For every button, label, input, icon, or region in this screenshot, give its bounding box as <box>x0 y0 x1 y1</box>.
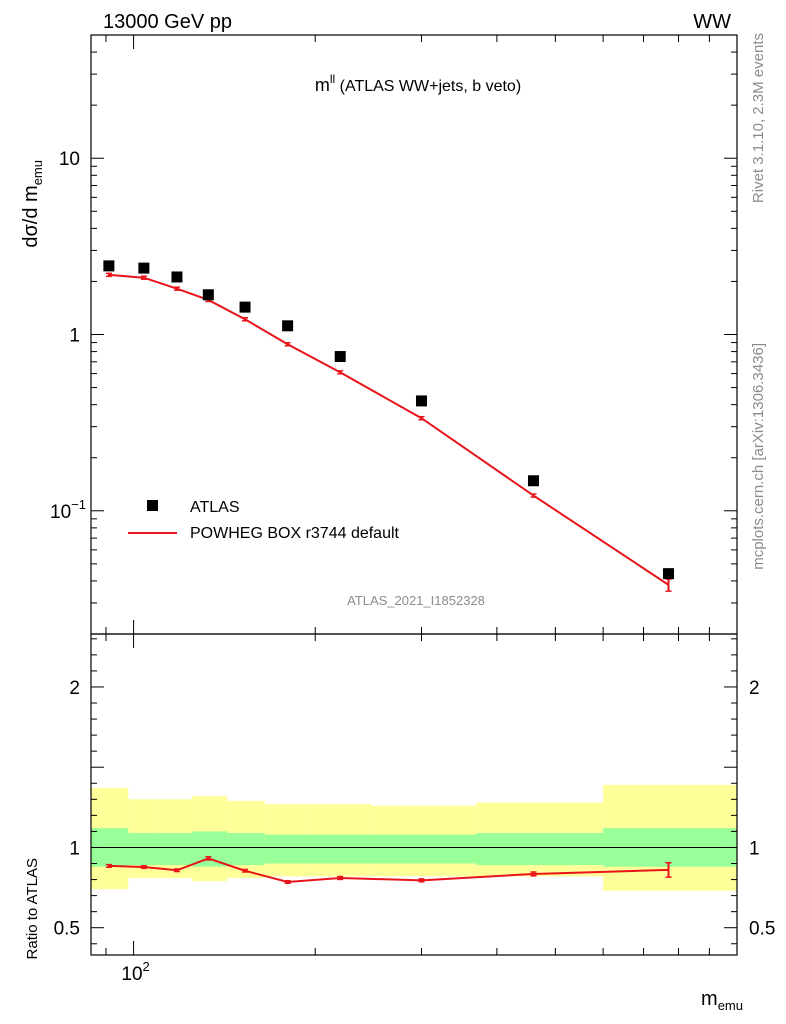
ratio-mc-line <box>108 857 669 883</box>
atlas-data-point <box>138 262 150 274</box>
atlas-data-point <box>663 568 675 580</box>
main-title-rest: (ATLAS WW+jets, b veto) <box>335 78 521 95</box>
main-title-base: m <box>315 75 330 95</box>
main-title-sup: ll <box>330 72 335 86</box>
atlas-data-point <box>415 395 427 407</box>
atlas-data-point <box>171 271 183 283</box>
main-ytick-label: 1 <box>69 326 80 347</box>
main-series-layer <box>103 260 675 592</box>
ratio-band-inner <box>264 834 309 864</box>
ratio-xtick-label-sup: 2 <box>143 959 150 974</box>
ratio-band-inner <box>158 833 193 866</box>
ratio-xtick-label: 102 <box>121 959 149 985</box>
xlabel: memu <box>701 988 743 1013</box>
ratio-band-inner <box>308 834 372 864</box>
ratio-frame <box>90 633 738 956</box>
legend-data-marker <box>147 500 158 511</box>
atlas-data-point <box>334 351 346 363</box>
main-ylabel: dσ/d memu <box>20 160 45 248</box>
atlas-data-point <box>239 301 251 313</box>
legend-data-label: ATLAS <box>190 499 240 516</box>
ratio-xtick-label-base: 10 <box>121 964 142 985</box>
main-ytick-label-sup: −1 <box>71 497 86 512</box>
ratio-band-inner <box>371 834 477 864</box>
main-ytick-label-base: 10 <box>50 502 71 523</box>
ratio-ytick-label-right: 0.5 <box>749 919 775 940</box>
ratio-ylabel: Ratio to ATLAS <box>24 858 41 959</box>
main-ytick-label-base: 10 <box>59 149 80 170</box>
main-ytick-label: 10−1 <box>50 497 86 523</box>
main-plot-title: mll (ATLAS WW+jets, b veto) <box>315 72 521 95</box>
ratio-band-inner <box>476 833 604 866</box>
mcplots-label: mcplots.cern.ch [arXiv:1306.3436] <box>750 343 767 570</box>
ratio-ytick-label-left: 1 <box>69 838 80 859</box>
header-left-title: 13000 GeV pp <box>103 11 232 33</box>
analysis-tag: ATLAS_2021_I1852328 <box>347 593 485 608</box>
legend: ATLAS POWHEG BOX r3744 default <box>128 499 400 542</box>
atlas-data-point <box>282 320 294 332</box>
mc-prediction-line <box>108 273 670 586</box>
ratio-ytick-label-right: 1 <box>749 838 760 859</box>
main-ylabel-base: dσ/d m <box>20 185 42 247</box>
ratio-band-inner <box>128 833 159 866</box>
main-ytick-label: 10 <box>59 149 80 170</box>
atlas-data-point <box>528 475 540 487</box>
ratio-band-inner <box>192 831 228 867</box>
ratio-ytick-label-right: 2 <box>749 678 760 699</box>
main-ytick-label-base: 1 <box>69 326 80 347</box>
ratio-band-inner <box>227 833 265 866</box>
ratio-ytick-label-left: 0.5 <box>54 919 80 940</box>
atlas-data-point <box>202 289 214 301</box>
xlabel-base: m <box>701 988 718 1010</box>
rivet-version-label: Rivet 3.1.10, 2.3M events <box>750 33 767 203</box>
ratio-series-layer <box>91 784 737 891</box>
xlabel-sub: emu <box>718 998 743 1013</box>
atlas-data-point <box>103 260 115 272</box>
ratio-ytick-label-left: 2 <box>69 678 80 699</box>
main-frame <box>90 34 738 635</box>
main-ylabel-sub: emu <box>30 160 45 185</box>
legend-mc-label: POWHEG BOX r3744 default <box>190 525 400 542</box>
header-right-title: WW <box>693 11 731 33</box>
